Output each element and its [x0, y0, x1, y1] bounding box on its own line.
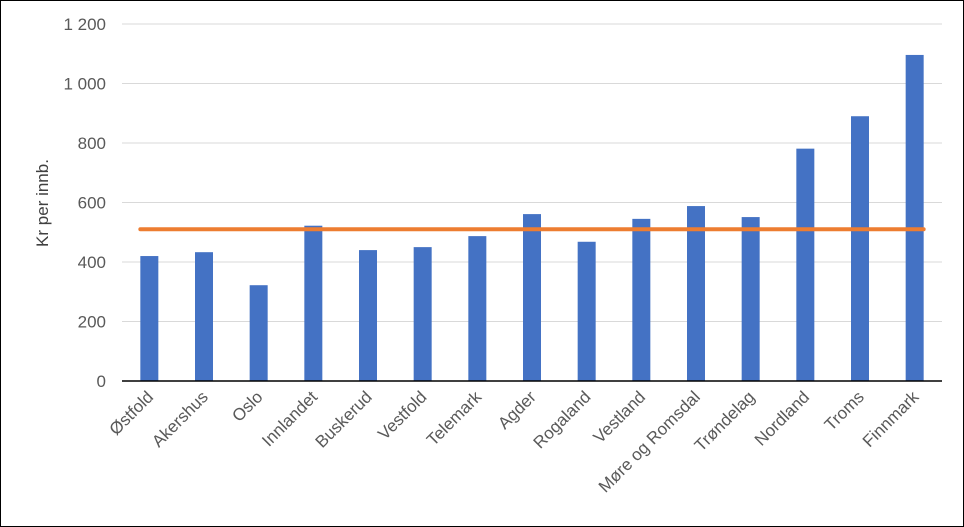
bar: [796, 148, 815, 381]
bars: [140, 54, 924, 381]
y-tick-label: 1 200: [63, 15, 106, 34]
x-tick-label: Møre og Romsdal: [595, 387, 704, 496]
bar: [523, 214, 541, 381]
x-tick-label: Innlandet: [258, 387, 321, 450]
bar: [851, 116, 869, 381]
x-tick-label: Finnmark: [859, 387, 923, 451]
bar: [468, 236, 487, 381]
y-tick-label: 400: [78, 253, 106, 272]
x-tick-label: Agder: [494, 387, 540, 433]
bar: [249, 285, 268, 381]
x-tick-label: Nordland: [751, 387, 813, 449]
x-tick-label: Akershus: [148, 387, 212, 451]
y-axis-title: Kr per innb.: [33, 159, 52, 247]
x-tick-label: Vestfold: [374, 387, 430, 443]
y-tick-label: 800: [78, 134, 106, 153]
x-tick-label: Troms: [821, 387, 868, 434]
x-tick-label: Trøndelag: [691, 387, 759, 455]
bar: [905, 54, 924, 381]
x-tick-label: Rogaland: [530, 387, 595, 452]
x-tick-label: Telemark: [423, 387, 486, 450]
bar: [741, 217, 760, 381]
y-tick-label: 1 000: [63, 75, 106, 94]
y-tick-label: 0: [97, 372, 106, 391]
x-tick-label: Buskerud: [312, 387, 376, 451]
x-tick-label: Oslo: [228, 387, 266, 425]
bar: [687, 206, 705, 381]
bar: [195, 252, 213, 381]
bar: [140, 256, 159, 381]
bar: [632, 218, 651, 381]
y-tick-label: 200: [78, 313, 106, 332]
bar: [359, 250, 377, 381]
y-tick-label: 600: [78, 194, 106, 213]
x-tick-label: Østfold: [106, 387, 158, 439]
bar: [413, 247, 432, 381]
bar: [304, 225, 323, 381]
y-axis-ticks: 0 200 400 600 800 1 000 1 200: [63, 15, 106, 391]
bar: [577, 241, 596, 381]
